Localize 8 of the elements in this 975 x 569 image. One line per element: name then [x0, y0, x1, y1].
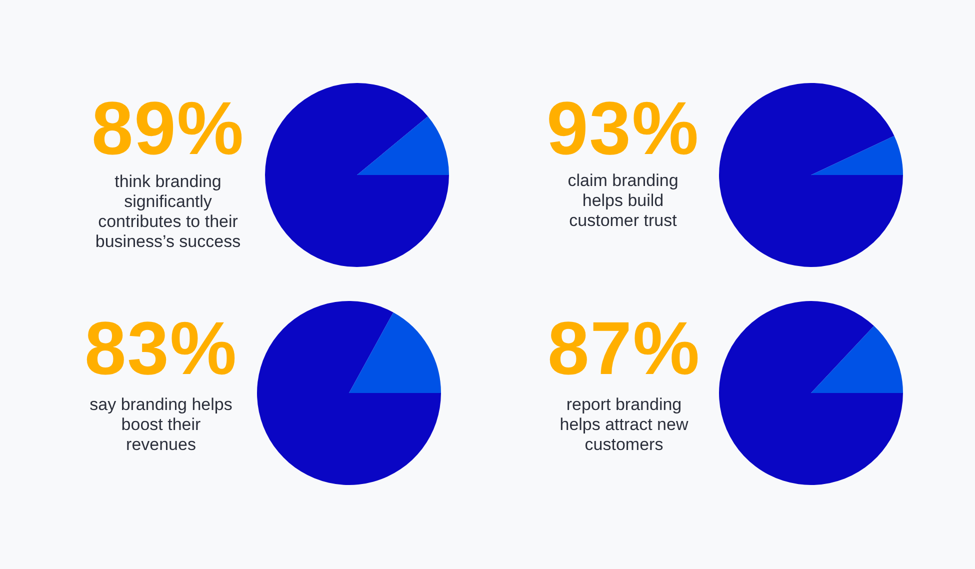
- text: think branding significantly contributes to their business’s success: [94, 172, 242, 252]
- chart-title: 89%: [90, 86, 246, 170]
- chart-title: 87%: [546, 306, 702, 390]
- text: report branding helps attract new customers: [558, 395, 690, 455]
- text: say branding helps boost their revenues: [88, 395, 234, 455]
- text: claim branding helps build customer trust: [566, 171, 680, 231]
- chart-title: 93%: [545, 86, 701, 170]
- chart-title: 83%: [83, 306, 239, 390]
